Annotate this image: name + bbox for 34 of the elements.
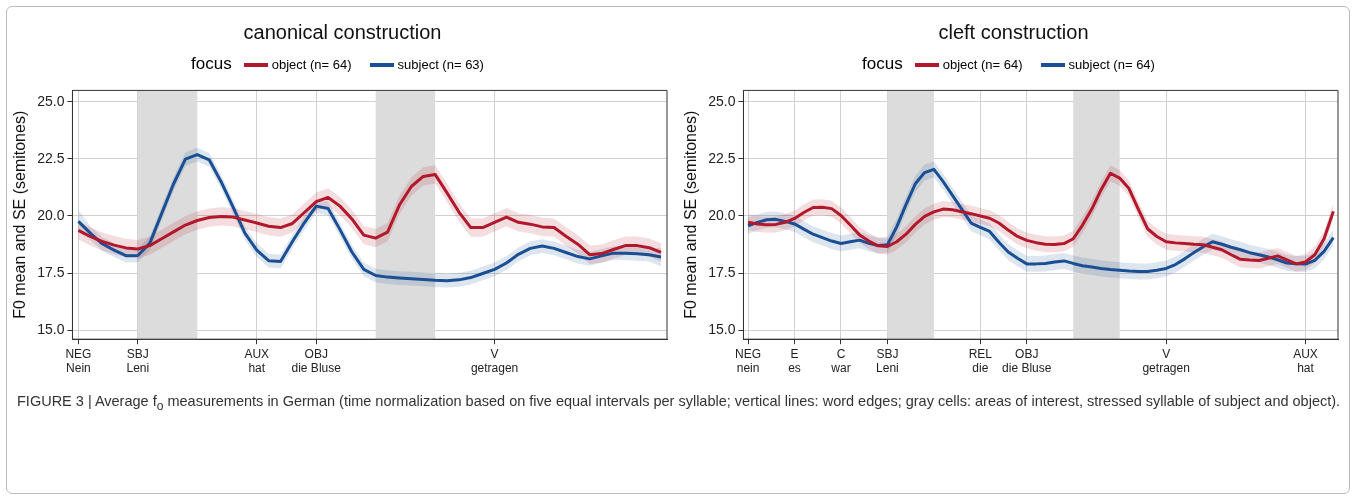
legend-title: focus bbox=[191, 54, 232, 74]
y-axis-title: F0 mean and SE (semitones) bbox=[682, 110, 700, 319]
legend-label: object (n= 64) bbox=[271, 56, 352, 72]
x-tick-label: V getragen bbox=[470, 346, 519, 376]
y-tick-label: 22.5 bbox=[708, 149, 736, 166]
x-tick-label: REL die bbox=[968, 346, 993, 376]
caption: FIGURE 3 | Average f$_{o}$ measurements in German (time normalization based on five equal intervals per syllable; vertical lines: word edges; gray cells: areas of interest, stressed syllable of subject and object). bbox=[17, 392, 1341, 415]
y-tick-label: 15.0 bbox=[708, 320, 736, 337]
y-tick-label: 20.0 bbox=[708, 206, 736, 223]
x-tick-label: NEG Nein bbox=[65, 346, 92, 376]
y-tick-label: 25.0 bbox=[37, 92, 65, 109]
x-tick-label: E es bbox=[788, 346, 801, 376]
y-tick-label: 17.5 bbox=[37, 263, 65, 280]
legend-label: object (n= 64) bbox=[942, 56, 1023, 72]
x-tick-label: AUX hat bbox=[1293, 346, 1318, 376]
legend-title: focus bbox=[862, 54, 903, 74]
x-tick-label: AUX hat bbox=[244, 346, 270, 376]
y-axis-title: F0 mean and SE (semitones) bbox=[11, 110, 29, 319]
legend-label: subject (n= 63) bbox=[397, 56, 484, 72]
y-tick-label: 20.0 bbox=[37, 206, 65, 223]
x-tick-label: OBJ die Bluse bbox=[291, 346, 342, 376]
chart-title: canonical construction bbox=[242, 21, 443, 45]
x-tick-label: OBJ die Bluse bbox=[1002, 346, 1052, 376]
x-tick-label: C war bbox=[830, 346, 851, 376]
y-tick-label: 15.0 bbox=[37, 320, 65, 337]
chart-title: cleft construction bbox=[937, 21, 1090, 45]
legend-label: subject (n= 64) bbox=[1068, 56, 1155, 72]
y-tick-label: 25.0 bbox=[708, 92, 736, 109]
x-tick-label: NEG nein bbox=[735, 346, 762, 376]
x-tick-label: V getragen bbox=[1142, 346, 1190, 376]
y-tick-label: 17.5 bbox=[708, 263, 736, 280]
x-tick-label: SBJ Leni bbox=[876, 346, 899, 376]
x-tick-label: SBJ Leni bbox=[126, 346, 150, 376]
y-tick-label: 22.5 bbox=[37, 149, 65, 166]
